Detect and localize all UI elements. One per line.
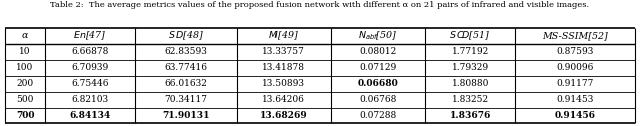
Text: 500: 500 — [17, 95, 34, 104]
Text: 1.83252: 1.83252 — [452, 95, 489, 104]
Text: $N_{abf}$[50]: $N_{abf}$[50] — [358, 29, 397, 42]
Text: 13.64206: 13.64206 — [262, 95, 305, 104]
Text: 6.75446: 6.75446 — [72, 79, 109, 88]
Text: $En$[47]: $En$[47] — [74, 29, 107, 42]
Text: 6.82103: 6.82103 — [72, 95, 109, 104]
Text: 0.07288: 0.07288 — [359, 111, 397, 120]
Text: 100: 100 — [17, 63, 34, 72]
Text: 6.84134: 6.84134 — [70, 111, 111, 120]
Text: Table 2:  The average metrics values of the proposed fusion network with differe: Table 2: The average metrics values of t… — [51, 1, 589, 9]
Text: 0.87593: 0.87593 — [556, 47, 594, 56]
Text: 6.70939: 6.70939 — [72, 63, 109, 72]
Text: α: α — [22, 31, 28, 40]
Text: 0.91456: 0.91456 — [555, 111, 596, 120]
Text: 62.83593: 62.83593 — [164, 47, 207, 56]
Text: 1.77192: 1.77192 — [452, 47, 489, 56]
Text: 0.07129: 0.07129 — [359, 63, 397, 72]
Text: 200: 200 — [17, 79, 33, 88]
Text: 13.50893: 13.50893 — [262, 79, 305, 88]
Text: 1.80880: 1.80880 — [451, 79, 489, 88]
Text: 1.83676: 1.83676 — [449, 111, 491, 120]
Text: 63.77416: 63.77416 — [164, 63, 207, 72]
Text: 13.41878: 13.41878 — [262, 63, 305, 72]
Text: 71.90131: 71.90131 — [163, 111, 210, 120]
Text: MS-SSIM[52]: MS-SSIM[52] — [542, 31, 608, 40]
Text: 10: 10 — [19, 47, 31, 56]
Text: 13.33757: 13.33757 — [262, 47, 305, 56]
Text: 1.79329: 1.79329 — [452, 63, 489, 72]
Text: $M\!I$[49]: $M\!I$[49] — [268, 29, 300, 42]
Text: 66.01632: 66.01632 — [164, 79, 207, 88]
Text: 13.68269: 13.68269 — [260, 111, 308, 120]
Text: 0.90096: 0.90096 — [556, 63, 594, 72]
Text: 70.34117: 70.34117 — [164, 95, 207, 104]
Text: 0.08012: 0.08012 — [359, 47, 397, 56]
Text: 700: 700 — [16, 111, 35, 120]
Text: 0.06768: 0.06768 — [359, 95, 397, 104]
Text: 0.06680: 0.06680 — [358, 79, 398, 88]
Text: 6.66878: 6.66878 — [72, 47, 109, 56]
Text: $S\,C\!D$[51]: $S\,C\!D$[51] — [449, 29, 491, 42]
Text: $S\,D$[48]: $S\,D$[48] — [168, 29, 204, 42]
Text: 0.91453: 0.91453 — [556, 95, 594, 104]
Text: 0.91177: 0.91177 — [556, 79, 594, 88]
